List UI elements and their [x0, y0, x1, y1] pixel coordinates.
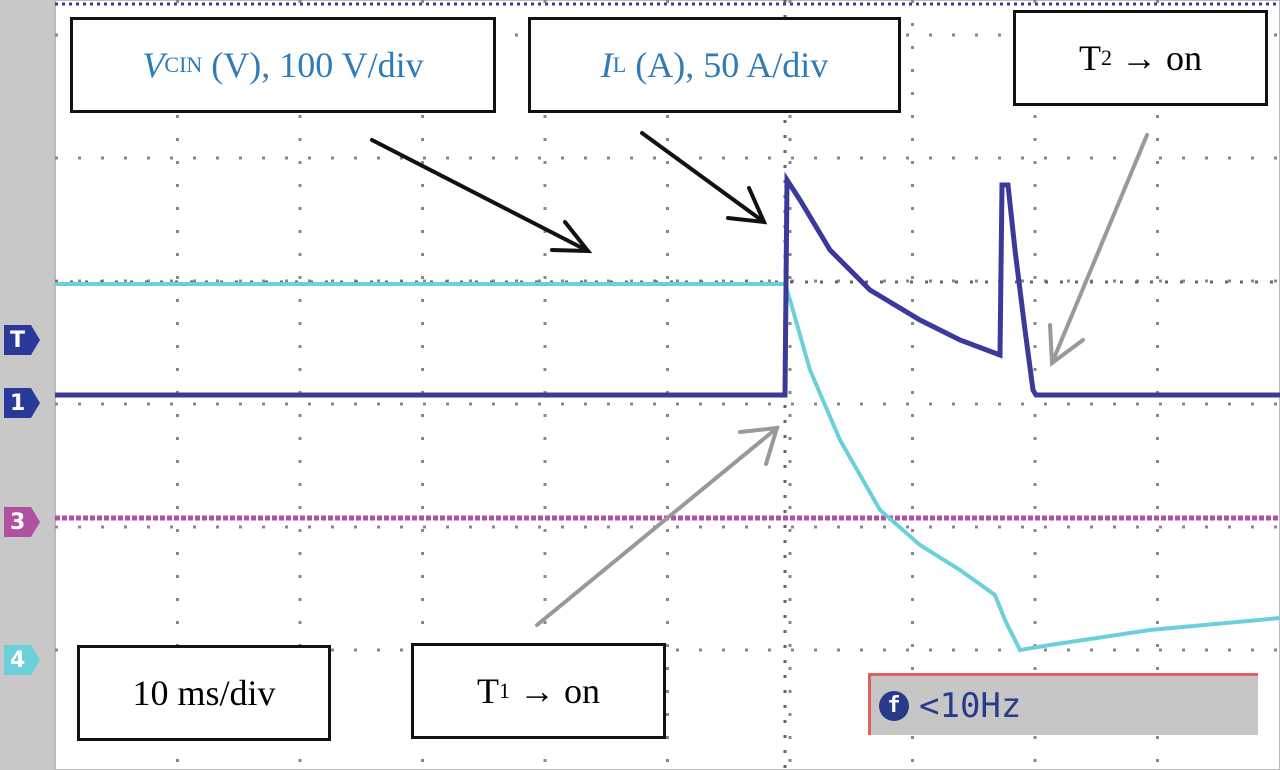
arrow — [1050, 133, 1149, 365]
label-rest: → on — [1121, 38, 1202, 78]
label-main: T — [477, 671, 499, 711]
label-sub: 2 — [1101, 45, 1112, 70]
status-bar: f <10Hz — [868, 673, 1258, 735]
label-rest: (A), 50 A/div — [635, 45, 829, 85]
left-strip — [0, 0, 55, 770]
label-sub: L — [612, 52, 627, 77]
channel-marker: 3 — [4, 507, 40, 537]
arrow-head — [1048, 323, 1085, 367]
label-rest: (V), 100 V/div — [211, 45, 424, 85]
channel-1-trace — [55, 171, 1280, 398]
channel-marker: T — [4, 325, 40, 355]
status-icon: f — [879, 690, 909, 721]
arrow — [535, 426, 779, 627]
label-sub: CIN — [164, 52, 203, 77]
label-box: 10 ms/div — [77, 645, 331, 741]
arrow-head — [726, 186, 768, 225]
arrows — [370, 131, 1149, 627]
arrow — [640, 131, 766, 224]
label-main: 10 ms/div — [132, 673, 276, 713]
channel-marker: 1 — [4, 388, 40, 418]
channel-4-trace — [55, 282, 1280, 653]
status-text: <10Hz — [919, 685, 1022, 726]
arrow-head — [550, 220, 593, 254]
label-main: V — [142, 45, 165, 85]
label-rest: → on — [519, 671, 600, 711]
label-box: V CIN (V), 100 V/div — [70, 17, 496, 113]
arrow — [370, 138, 590, 253]
channel-marker: 4 — [4, 645, 40, 675]
label-sub: 1 — [499, 678, 510, 703]
arrow-head — [738, 425, 780, 466]
label-main: T — [1079, 38, 1101, 78]
label-main: I — [600, 45, 613, 85]
